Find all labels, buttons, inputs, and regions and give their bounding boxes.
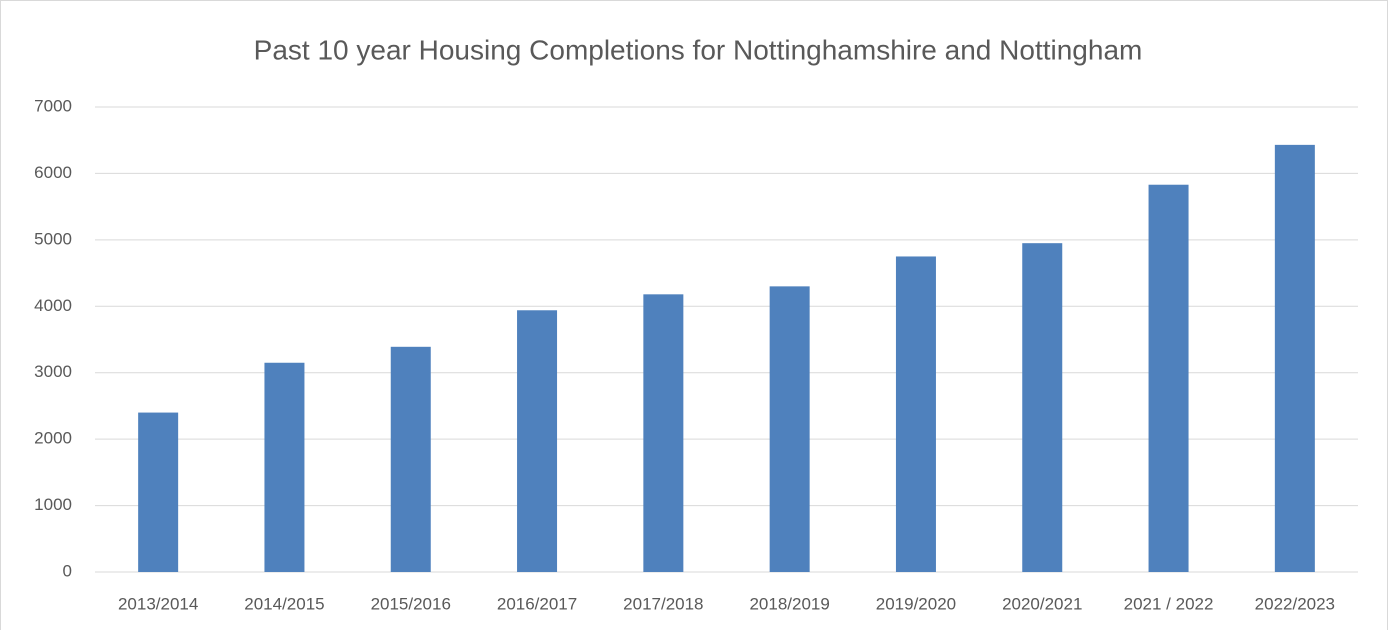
- x-tick-label: 2019/2020: [876, 594, 956, 613]
- y-tick-label: 0: [63, 561, 72, 580]
- x-tick-label: 2017/2018: [623, 594, 703, 613]
- y-tick-label: 4000: [34, 296, 72, 315]
- y-tick-label: 2000: [34, 429, 72, 448]
- y-tick-label: 5000: [34, 229, 72, 248]
- x-tick-label: 2020/2021: [1002, 594, 1082, 613]
- bar: [517, 310, 558, 572]
- y-tick-label: 3000: [34, 362, 72, 381]
- bar: [1148, 184, 1189, 572]
- y-tick-label: 1000: [34, 495, 72, 514]
- bar: [643, 294, 684, 572]
- bar: [1274, 144, 1315, 572]
- bar: [138, 412, 179, 572]
- bar: [264, 362, 305, 572]
- x-tick-label: 2015/2016: [371, 594, 451, 613]
- x-tick-label: 2013/2014: [118, 594, 198, 613]
- bar: [1022, 243, 1063, 572]
- x-tick-label: 2016/2017: [497, 594, 577, 613]
- x-tick-label: 2021 / 2022: [1124, 594, 1214, 613]
- bar: [769, 286, 810, 572]
- bar: [895, 256, 936, 572]
- y-tick-label: 6000: [34, 163, 72, 182]
- bar: [390, 346, 431, 572]
- y-tick-label: 7000: [34, 96, 72, 115]
- chart-title: Past 10 year Housing Completions for Not…: [254, 34, 1143, 65]
- x-tick-label: 2018/2019: [749, 594, 829, 613]
- x-tick-label: 2014/2015: [244, 594, 324, 613]
- x-tick-label: 2022/2023: [1255, 594, 1335, 613]
